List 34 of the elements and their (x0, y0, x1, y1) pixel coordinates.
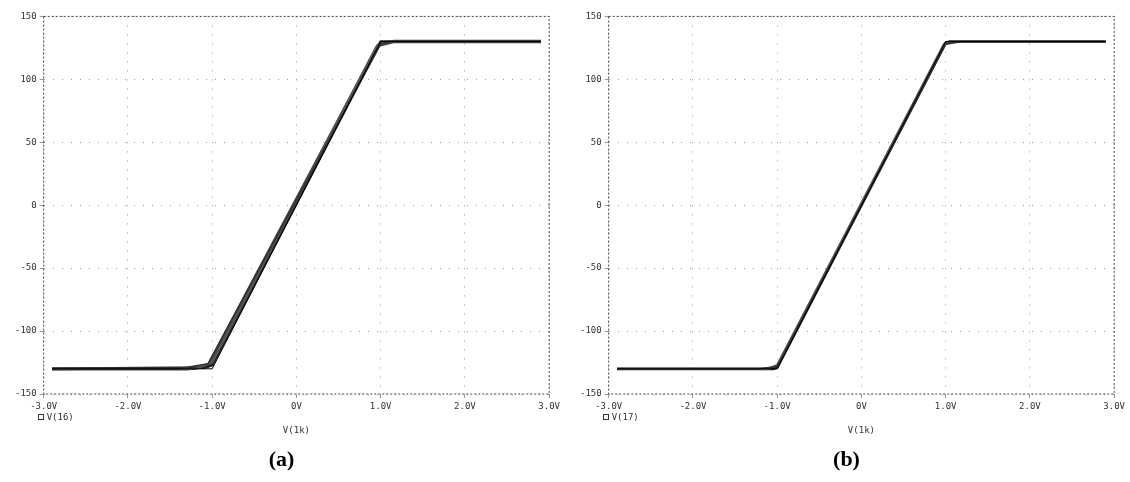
text: (b) (833, 446, 860, 472)
x-tick-label: 2.0V (454, 400, 477, 411)
y-tick-label: -150 (579, 388, 602, 399)
text: V(16) (46, 412, 74, 422)
y-tick-label: 0 (31, 199, 37, 210)
x-axis-title: V(1k) (847, 424, 875, 435)
x-tick-label: 3.0V (538, 400, 561, 411)
y-tick-label: 100 (585, 73, 602, 84)
y-tick-label: -150 (14, 388, 37, 399)
y-tick-label: 150 (585, 10, 602, 21)
x-tick-label: 2.0V (1019, 400, 1042, 411)
text: V(17) (611, 412, 639, 422)
x-tick-label: 1.0V (934, 400, 958, 411)
x-tick-label: -3.0V (595, 400, 623, 411)
y-tick-label: -100 (579, 325, 602, 336)
x-tick-label: -3.0V (30, 400, 58, 411)
y-tick-label: 100 (20, 73, 37, 84)
x-tick-label: -2.0V (114, 400, 143, 411)
x-axis-title: V(1k) (282, 424, 310, 435)
x-tick-label: 0V (291, 400, 303, 411)
y-tick-label: 150 (20, 10, 37, 21)
x-tick-label: -2.0V (679, 400, 708, 411)
x-tick-label: -1.0V (763, 400, 792, 411)
y-tick-label: -50 (585, 262, 602, 273)
x-tick-label: -1.0V (198, 400, 227, 411)
x-tick-label: 3.0V (1103, 400, 1126, 411)
y-tick-label: 50 (590, 136, 602, 147)
x-tick-label: 0V (856, 400, 868, 411)
y-tick-label: 0 (596, 199, 602, 210)
y-tick-label: -50 (20, 262, 37, 273)
text: (a) (268, 446, 295, 472)
y-tick-label: 50 (25, 136, 37, 147)
x-tick-label: 1.0V (369, 400, 393, 411)
y-tick-label: -100 (14, 325, 37, 336)
